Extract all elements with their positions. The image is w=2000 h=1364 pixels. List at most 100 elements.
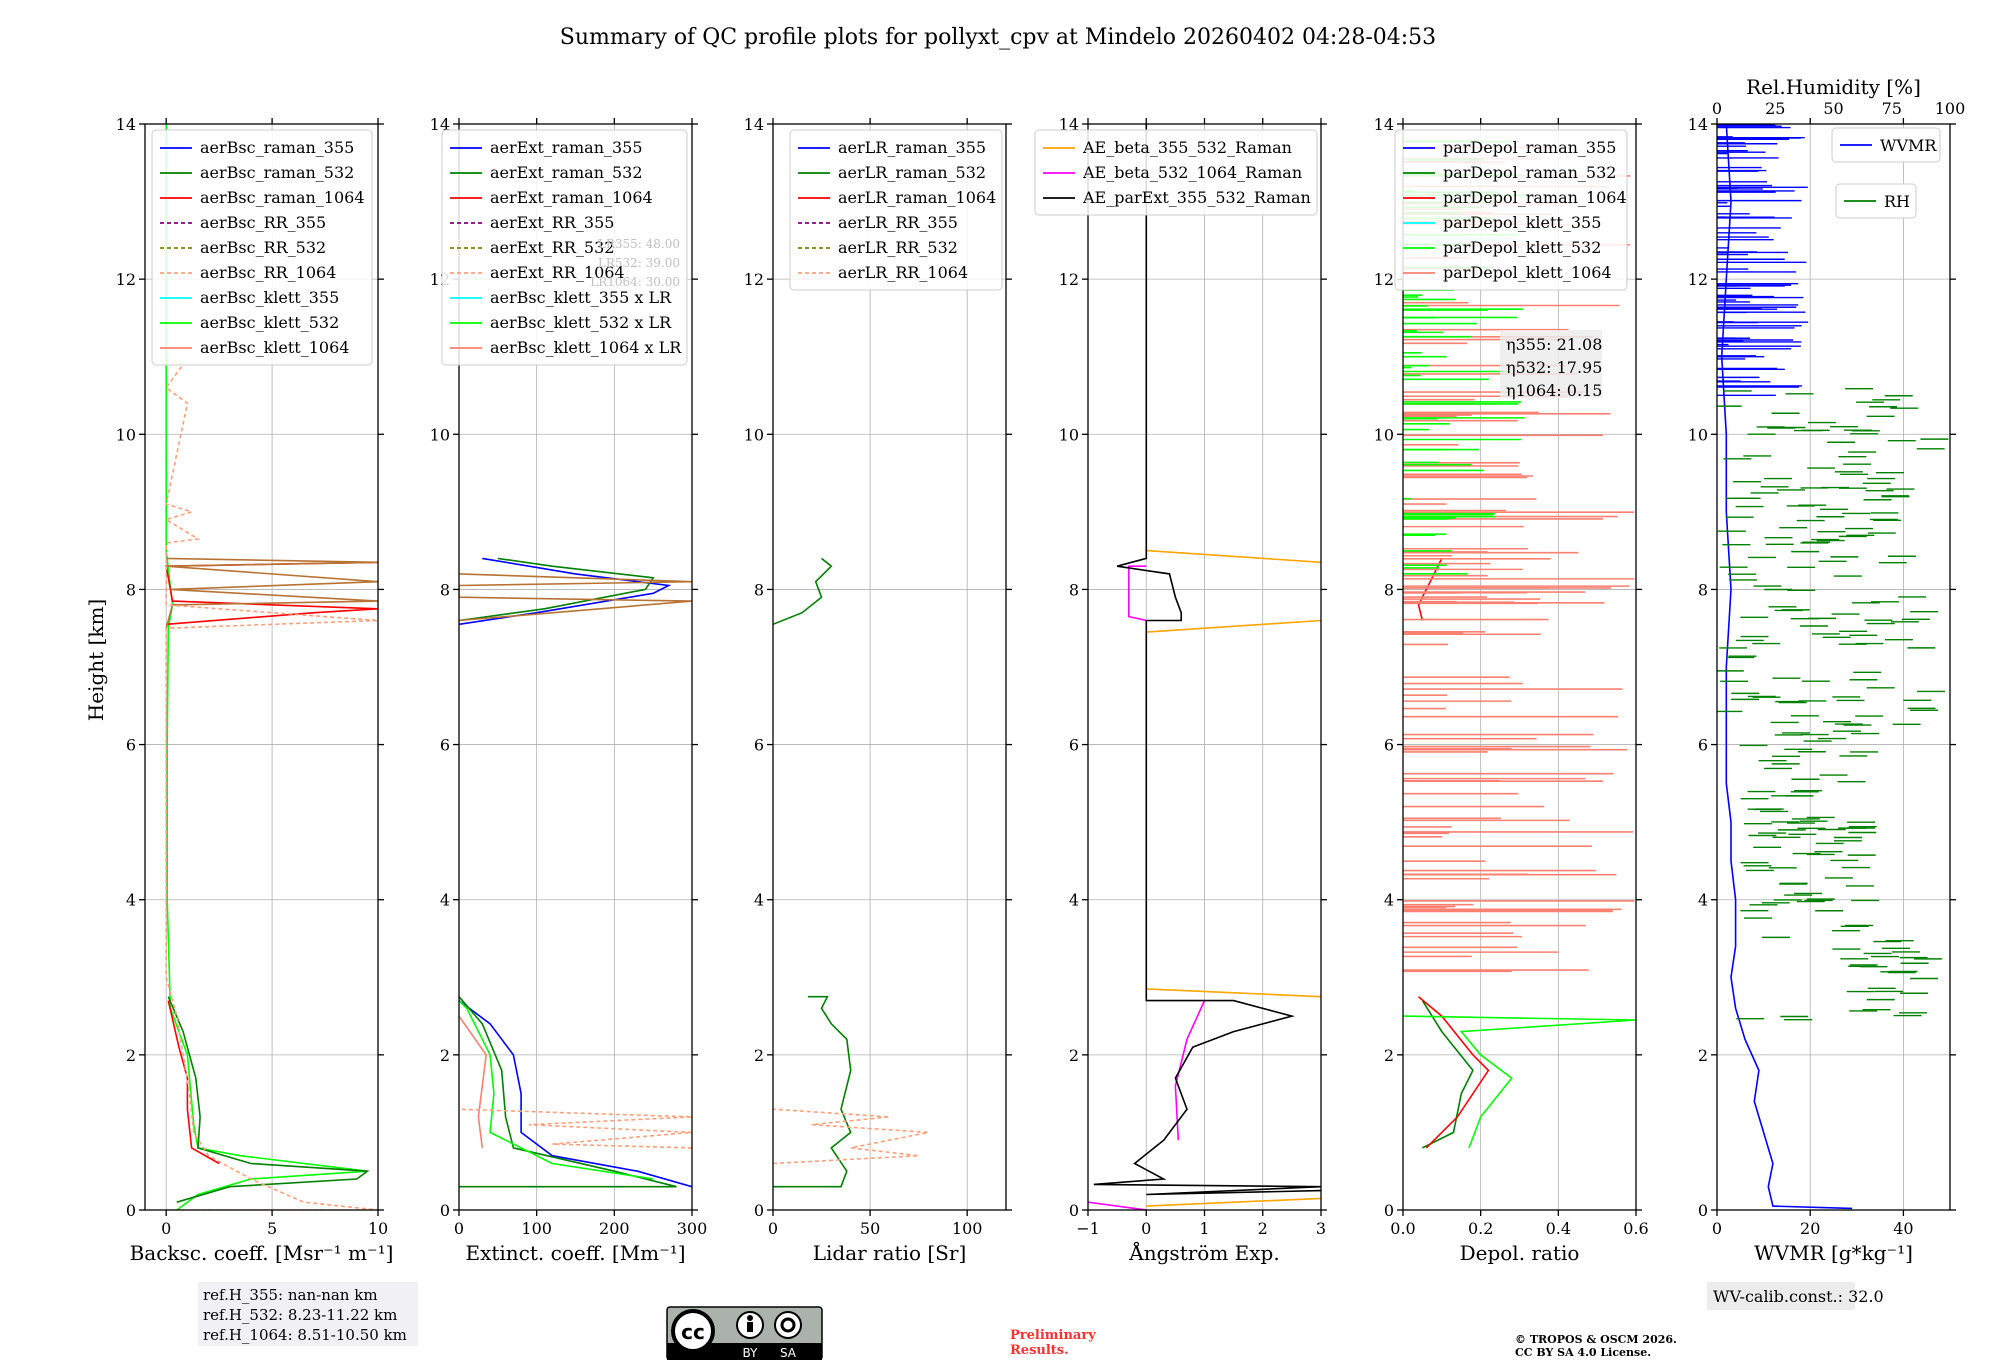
- x-axis-label: Depol. ratio: [1460, 1241, 1580, 1265]
- y-tick-label: 0: [440, 1201, 450, 1220]
- series-AE_parExt_355_532_Raman: [1093, 124, 1321, 1196]
- wv-calib-text: WV-calib.const.: 32.0: [1713, 1287, 1884, 1306]
- legend-entry: aerExt_raman_355: [490, 138, 643, 157]
- x-tick-label: −1: [1076, 1219, 1100, 1238]
- eta-value: η532: 17.95: [1506, 358, 1602, 377]
- x-axis-label: Lidar ratio [Sr]: [813, 1241, 967, 1265]
- legend-entry: aerLR_raman_355: [838, 138, 986, 157]
- legend-entry: parDepol_raman_1064: [1443, 188, 1627, 207]
- legend-entry: parDepol_klett_532: [1443, 238, 1601, 257]
- x-tick-label: 0.2: [1468, 1219, 1493, 1238]
- series-aerLR_raman_532_high: [773, 557, 833, 626]
- y-tick-label: 8: [754, 580, 764, 599]
- copyright-line2: CC BY SA 4.0 License.: [1515, 1346, 1651, 1359]
- axes-frame: [458, 123, 693, 1211]
- by-person-head: [747, 1315, 753, 1321]
- legend-entry: aerBsc_klett_1064 x LR: [490, 338, 682, 357]
- y-tick-label: 6: [1384, 736, 1394, 755]
- series-group: [1403, 140, 1636, 1149]
- series-aerExt_klett_1064_high: [459, 573, 692, 622]
- x-tick-label: 100: [952, 1219, 983, 1238]
- y-tick-label: 4: [1384, 891, 1394, 910]
- y-tick-label: 8: [440, 580, 450, 599]
- series-aerExt_raman_532_high: [459, 557, 655, 622]
- sa-share-arc: [780, 1317, 796, 1333]
- y-tick-label: 14: [1059, 115, 1079, 134]
- x-tick-label: 20: [1800, 1219, 1820, 1238]
- legend: aerLR_raman_355 aerLR_raman_532 aerLR_rama…: [789, 129, 1003, 291]
- legend-entry: aerBsc_raman_355: [200, 138, 354, 157]
- y-tick-label: 6: [1698, 736, 1708, 755]
- figure-title: Summary of QC profile plots for pollyxt_…: [560, 25, 1436, 50]
- y-tick-label: 0: [126, 1201, 136, 1220]
- x-tick-label: 2: [1258, 1219, 1268, 1238]
- y-tick-label: 14: [1374, 115, 1394, 134]
- legend-entry: AE_beta_355_532_Raman: [1082, 138, 1292, 157]
- badge-by-label: BY: [743, 1346, 759, 1360]
- y-tick-label: 10: [430, 425, 450, 444]
- series-aerBsc_raman_1064: [167, 1000, 220, 1165]
- y-tick-label: 2: [1698, 1046, 1708, 1065]
- x-axis-label: Ångström Exp.: [1128, 1240, 1279, 1265]
- legend-entry: parDepol_raman_532: [1443, 163, 1616, 182]
- axes-frame: [144, 123, 379, 1211]
- y-tick-label: 2: [1069, 1046, 1079, 1065]
- y-tick-label: 0: [754, 1201, 764, 1220]
- legend-entry: RH: [1884, 192, 1910, 211]
- ref-heights-box: ref.H_355: nan-nan km ref.H_532: 8.23-11…: [198, 1282, 418, 1346]
- x-tick-label: 50: [860, 1219, 880, 1238]
- rh-tick-label: 25: [1765, 99, 1785, 118]
- series-aerExt_klett_1064: [459, 1015, 488, 1148]
- legend-box: [1831, 127, 1941, 163]
- series-parDepol_raman_532: [1421, 1000, 1474, 1149]
- legend-entry: AE_beta_532_1064_Raman: [1082, 163, 1302, 182]
- wv-calib-box: WV-calib.const.: 32.0: [1707, 1282, 1884, 1310]
- legend-entry: aerLR_RR_532: [838, 238, 958, 257]
- series-aerExt_raman_355: [459, 999, 692, 1188]
- legend: aerBsc_raman_355 aerBsc_raman_532 aerBsc_r…: [151, 129, 373, 366]
- copyright-line1: © TROPOS & OSCM 2026.: [1515, 1333, 1677, 1346]
- y-tick-label: 8: [1698, 580, 1708, 599]
- gridlines: [1087, 123, 1322, 1211]
- series-parDepol_klett_532: [1403, 1015, 1636, 1149]
- lr-label: LR355: 48.00: [598, 237, 680, 251]
- gridlines: [1716, 123, 1950, 1211]
- cc-license-badge: cc BY SA: [666, 1306, 823, 1361]
- badge-sa-label: SA: [780, 1346, 797, 1360]
- y-tick-label: 14: [430, 115, 450, 134]
- series-group: [773, 557, 929, 1188]
- y-tick-label: 8: [126, 580, 136, 599]
- rh-tick-label: 75: [1882, 99, 1902, 118]
- preliminary-line2: Results.: [1010, 1343, 1069, 1358]
- legend-entry: aerBsc_klett_532: [200, 313, 339, 332]
- x-tick-label: 200: [599, 1219, 630, 1238]
- legend-entry: aerBsc_klett_532 x LR: [490, 313, 672, 332]
- preliminary-line1: Preliminary: [1010, 1328, 1096, 1343]
- legend-entry: aerBsc_klett_1064: [200, 338, 349, 357]
- y-tick-label: 2: [440, 1046, 450, 1065]
- series-group: [1717, 124, 1949, 1210]
- legend-box: [1034, 129, 1318, 216]
- y-tick-label: 4: [1698, 891, 1708, 910]
- x-tick-label: 100: [521, 1219, 552, 1238]
- x-axis-label: Extinct. coeff. [Mm⁻¹]: [465, 1241, 685, 1265]
- y-tick-label: 8: [1384, 580, 1394, 599]
- legend-entry: WVMR: [1880, 136, 1937, 155]
- panel-bsc: 0 2 4 6 8 10 12 14 0 5 10 Backsc. coeff. [Msr⁻¹ m⁻¹…: [116, 115, 394, 1265]
- series-WVMR: [1720, 124, 1853, 1210]
- ref-height-1064: ref.H_1064: 8.51-10.50 km: [203, 1326, 407, 1344]
- legend-entry: aerExt_RR_532: [490, 238, 614, 257]
- x-tick-label: 1: [1199, 1219, 1209, 1238]
- x-tick-label: 0: [161, 1219, 171, 1238]
- y-tick-label: 6: [754, 736, 764, 755]
- rh-tick-label: 100: [1935, 99, 1966, 118]
- lr-label: LR1064: 30.00: [590, 275, 680, 289]
- x-tick-label: 40: [1893, 1219, 1913, 1238]
- rh-tick-label: 0: [1712, 99, 1722, 118]
- by-person-body: [747, 1322, 753, 1332]
- legend-entry: aerExt_RR_1064: [490, 263, 625, 282]
- y-tick-label: 6: [440, 736, 450, 755]
- series-aerBsc_raman_532: [167, 996, 370, 1203]
- y-tick-label: 10: [116, 425, 136, 444]
- series-aerBsc_klett_1064: [165, 557, 378, 629]
